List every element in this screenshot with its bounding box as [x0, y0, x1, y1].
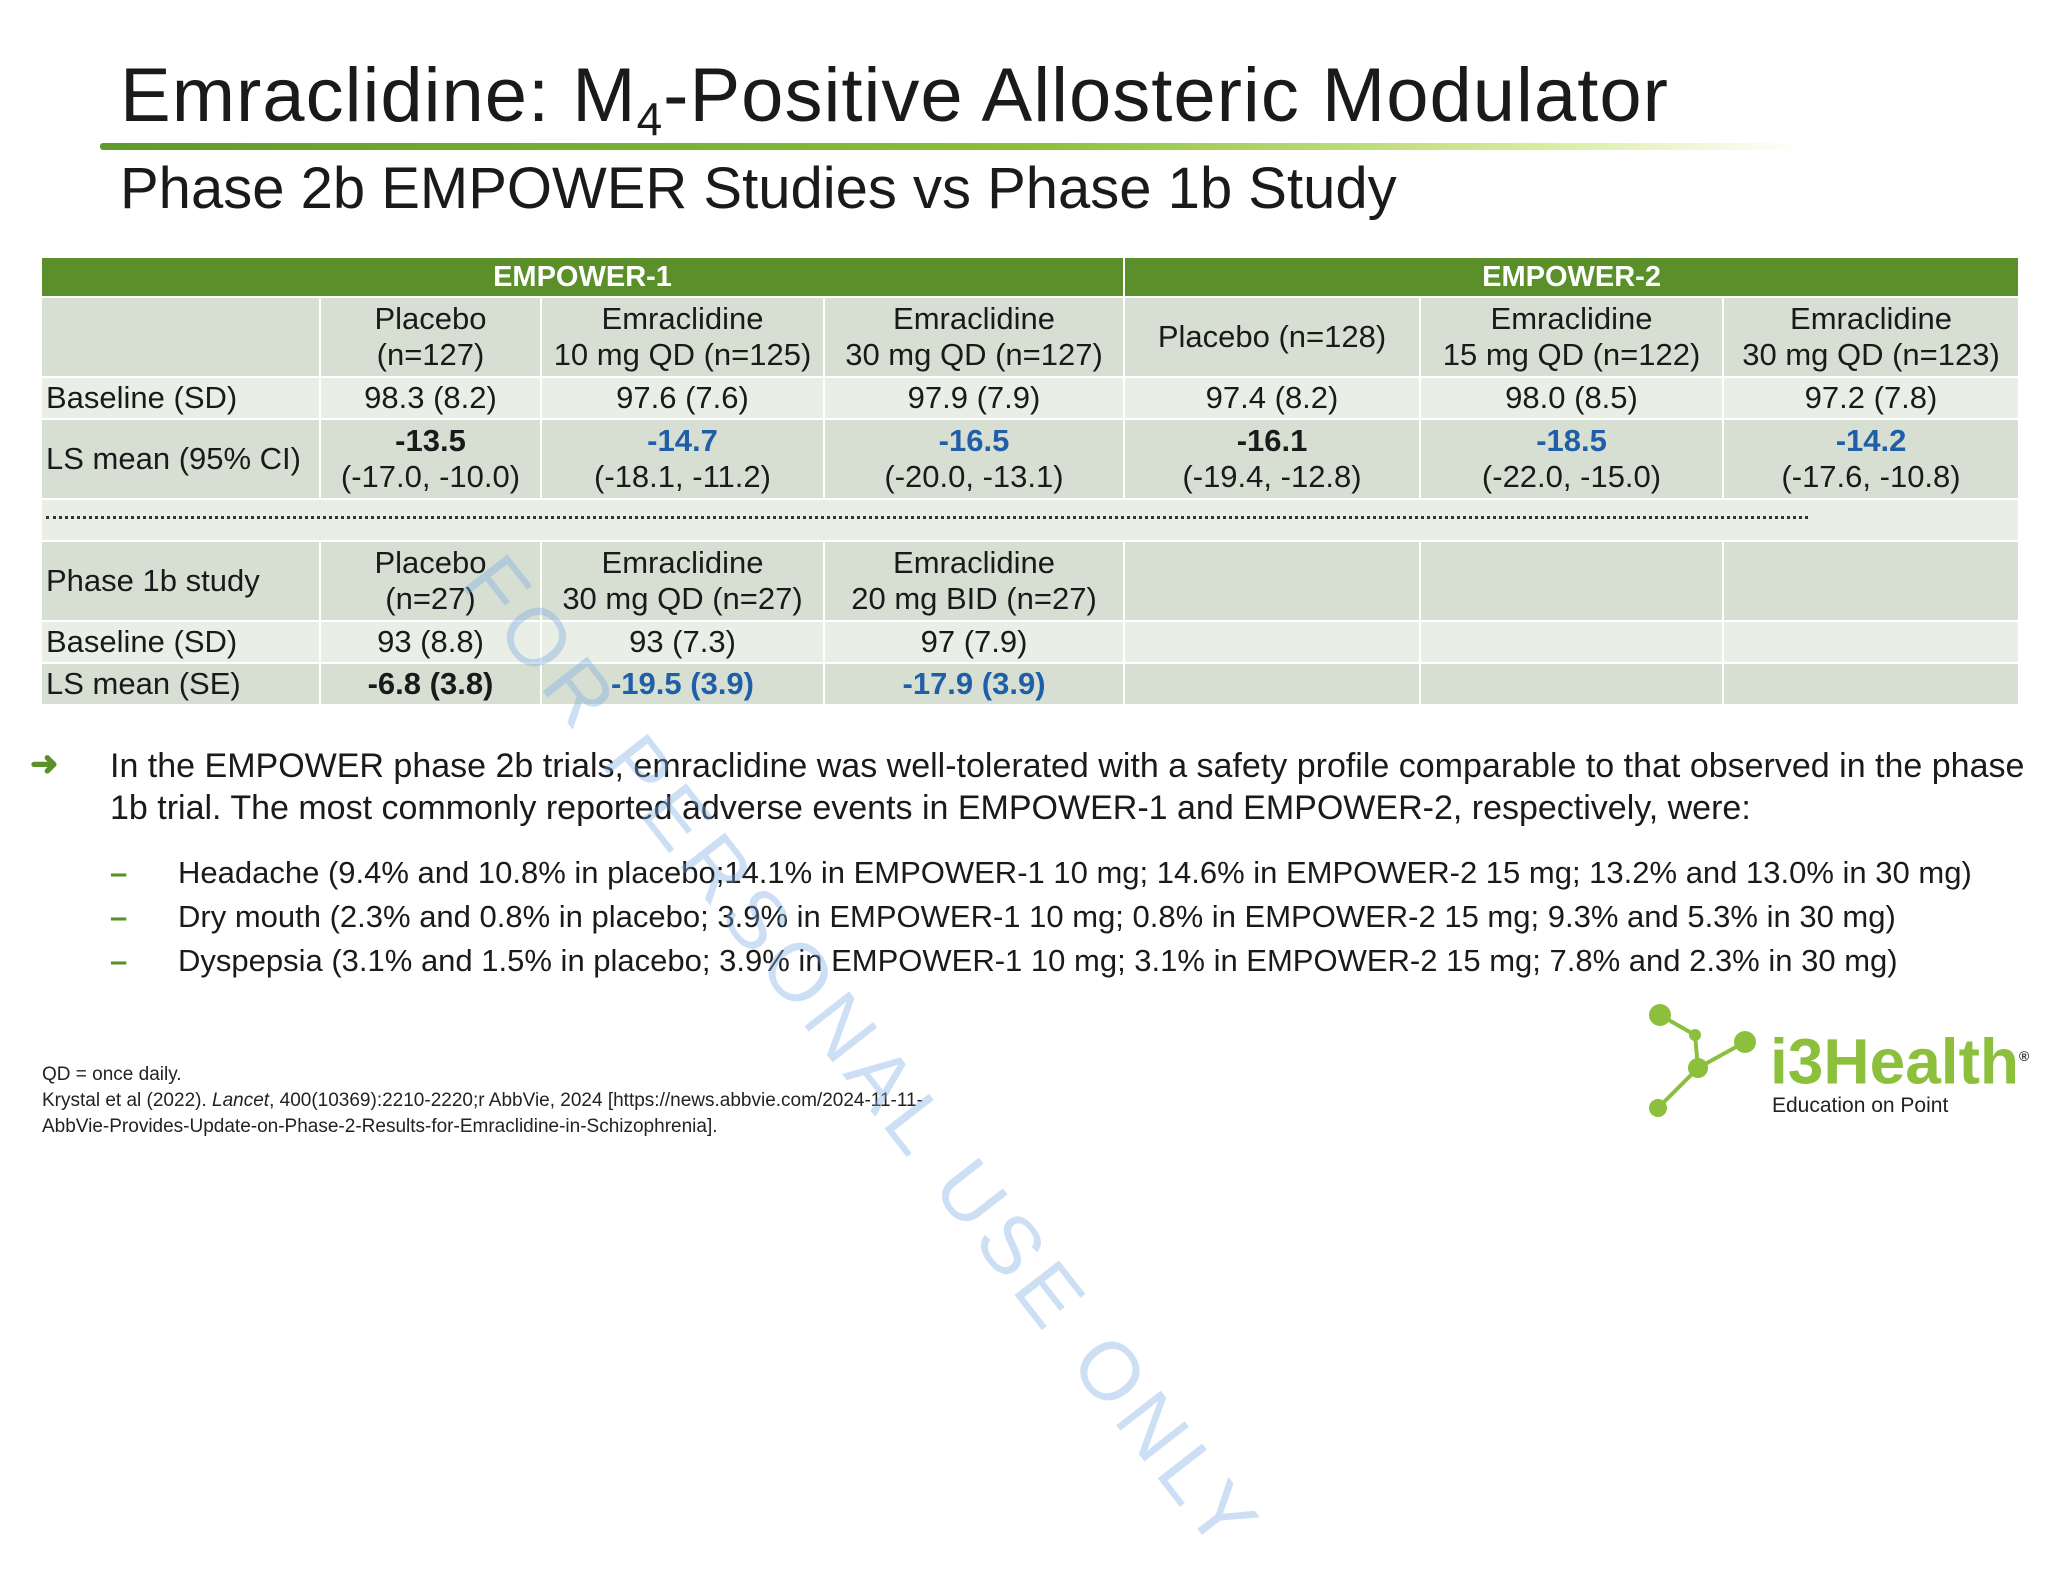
sub-bullet: – Dyspepsia (3.1% and 1.5% in placebo; 3… [110, 943, 1898, 978]
table-cell: -6.8 (3.8) [319, 662, 542, 706]
table-cell: 97.6 (7.6) [540, 376, 825, 420]
table-cell: 97.2 (7.8) [1722, 376, 2021, 420]
separator-row [39, 498, 2021, 542]
arm-header: Placebo (n=127) [319, 296, 542, 378]
footnote: QD = once daily. Krystal et al (2022). L… [42, 1064, 923, 1137]
phase1b-header-row: Phase 1b study Placebo (n=27) Emraclidine… [40, 540, 2021, 622]
table-cell: 97.9 (7.9) [822, 376, 1126, 420]
table-cell: -16.1 (-19.4, -12.8) [1123, 418, 1422, 500]
empty-cell [1419, 540, 1725, 622]
arm-header: Emraclidine 30 mg QD (n=127) [822, 296, 1126, 378]
table-cell: 98.0 (8.5) [1419, 376, 1725, 420]
table-cell: -17.9 (3.9) [822, 662, 1126, 706]
phase1b-baseline-row: Baseline (SD) 93 (8.8) 93 (7.3) 97 (7.9) [40, 620, 2021, 664]
row-label: Baseline (SD) [40, 620, 321, 664]
table-cell: -13.5 (-17.0, -10.0) [319, 418, 542, 500]
empty-cell [1123, 620, 1422, 664]
empty-header-cell [40, 296, 321, 378]
bullet-list: ➜ In the EMPOWER phase 2b trials, emracl… [30, 745, 2030, 979]
arm-header: Emraclidine 30 mg QD (n=123) [1722, 296, 2021, 378]
arm-header: Placebo (n=27) [319, 540, 542, 622]
empty-cell [1722, 662, 2021, 706]
table-cell: -16.5 (-20.0, -13.1) [822, 418, 1126, 500]
baseline-row: Baseline (SD) 98.3 (8.2) 97.6 (7.6) 97.9… [40, 376, 2021, 420]
dash-bullet-icon: – [110, 899, 128, 934]
dash-bullet-icon: – [110, 943, 128, 978]
results-table: EMPOWER-1 EMPOWER-2 Placebo (n=127) Emrac… [39, 256, 2021, 706]
study-group-header-row: EMPOWER-1 EMPOWER-2 [39, 256, 2021, 298]
row-label: LS mean (SE) [40, 662, 321, 706]
table-cell: 93 (7.3) [540, 620, 825, 664]
row-label: LS mean (95% CI) [40, 418, 321, 500]
table-cell: 93 (8.8) [319, 620, 542, 664]
empty-cell [1722, 620, 2021, 664]
table-cell: 97 (7.9) [822, 620, 1126, 664]
molecule-icon [1649, 1004, 1756, 1117]
arm-header-row: Placebo (n=127) Emraclidine 10 mg QD (n=12… [40, 296, 2021, 378]
logo-tagline: Education on Point [1772, 1094, 1949, 1117]
logo-wordmark: i3Health® [1770, 1025, 2030, 1098]
arm-header: Emraclidine 10 mg QD (n=125) [540, 296, 825, 378]
table-cell: -19.5 (3.9) [540, 662, 825, 706]
table-cell: 97.4 (8.2) [1123, 376, 1422, 420]
dotted-divider [39, 498, 2021, 542]
arm-header: Emraclidine 20 mg BID (n=27) [822, 540, 1126, 622]
table-cell: 98.3 (8.2) [319, 376, 542, 420]
sub-bullet: – Headache (9.4% and 10.8% in placebo;14… [110, 855, 1972, 890]
group-header-empower-1: EMPOWER-1 [39, 256, 1126, 298]
ls-mean-row: LS mean (95% CI) -13.5 (-17.0, -10.0) -14… [40, 418, 2021, 500]
i3health-logo: i3Health® Education on Point [1640, 990, 2029, 1125]
table-cell: -18.5 (-22.0, -15.0) [1419, 418, 1725, 500]
empty-cell [1123, 662, 1422, 706]
arrow-right-icon: ➜ [30, 745, 59, 783]
arm-header: Placebo (n=128) [1123, 296, 1422, 378]
sub-bullet: – Dry mouth (2.3% and 0.8% in placebo; 3… [110, 899, 1896, 934]
dash-bullet-icon: – [110, 855, 128, 890]
empty-cell [1722, 540, 2021, 622]
table-cell: -14.7 (-18.1, -11.2) [540, 418, 825, 500]
arm-header: Emraclidine 15 mg QD (n=122) [1419, 296, 1725, 378]
empty-cell [1419, 620, 1725, 664]
slide-title: Emraclidine: M4-Positive Allosteric Modu… [120, 53, 1669, 145]
slide-subtitle: Phase 2b EMPOWER Studies vs Phase 1b Stu… [120, 156, 1397, 221]
empty-cell [1123, 540, 1422, 622]
empty-cell [1419, 662, 1725, 706]
arm-header: Emraclidine 30 mg QD (n=27) [540, 540, 825, 622]
main-bullet: ➜ In the EMPOWER phase 2b trials, emracl… [30, 745, 2025, 827]
group-header-empower-2: EMPOWER-2 [1123, 256, 2021, 298]
row-label: Phase 1b study [40, 540, 321, 622]
title-underline [100, 143, 1800, 150]
table-cell: -14.2 (-17.6, -10.8) [1722, 418, 2021, 500]
phase1b-ls-mean-row: LS mean (SE) -6.8 (3.8) -19.5 (3.9) -17.… [40, 662, 2021, 706]
row-label: Baseline (SD) [40, 376, 321, 420]
